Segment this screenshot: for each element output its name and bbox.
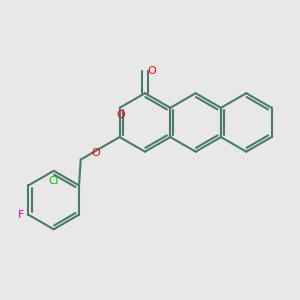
Text: O: O (117, 110, 125, 120)
Text: Cl: Cl (49, 176, 59, 186)
Text: O: O (92, 148, 100, 158)
Text: O: O (147, 66, 156, 76)
Text: F: F (17, 210, 24, 220)
